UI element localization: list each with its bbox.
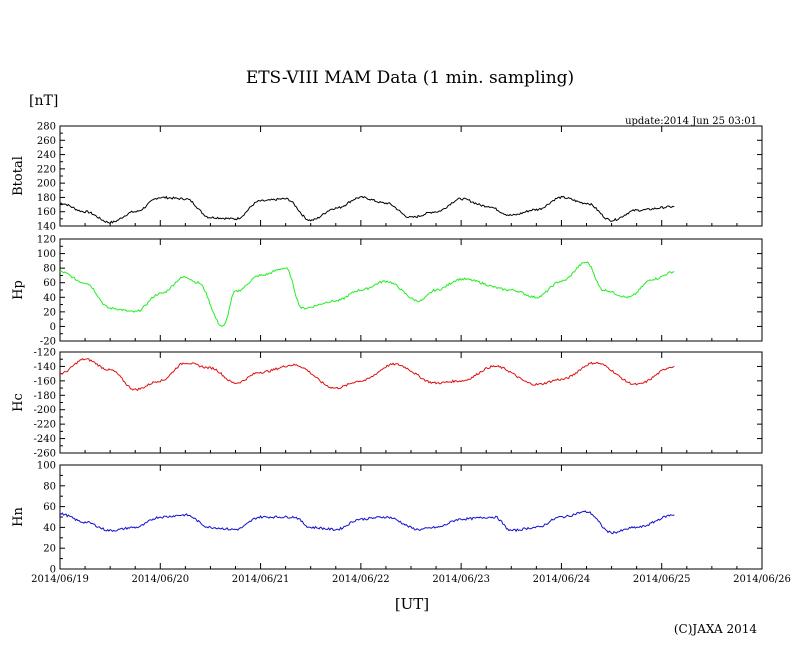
y-tick-label: 100 <box>37 461 56 472</box>
series-line-btotal <box>59 195 675 225</box>
x-tick-label: 2014/06/25 <box>633 574 691 585</box>
y-tick-label: 280 <box>37 122 56 133</box>
panel-frame <box>59 464 763 570</box>
y-axis-label: Hp <box>11 280 26 300</box>
y-tick-label: 40 <box>43 293 56 304</box>
y-tick-label: 60 <box>43 278 56 289</box>
panel-hn: 0 20 40 60 80 100 Hn <box>11 461 763 576</box>
y-tick-label: -260 <box>34 449 56 460</box>
y-tick-label: 0 <box>50 565 56 576</box>
y-tick-label: -240 <box>34 434 56 445</box>
y-tick-label: 40 <box>43 523 56 534</box>
y-tick-label: -160 <box>34 376 56 387</box>
x-tick-label: 2014/06/26 <box>733 574 791 585</box>
y-tick-label: 80 <box>43 264 56 275</box>
series-line-hc <box>59 358 675 392</box>
panel-frame <box>59 351 763 454</box>
y-tick-label: 160 <box>37 207 56 218</box>
y-tick-label: 80 <box>43 481 56 492</box>
y-tick-label: -120 <box>34 348 56 359</box>
panel-frame <box>59 125 763 227</box>
series-line-hp <box>59 261 675 327</box>
y-tick-label: 220 <box>37 164 56 175</box>
y-tick-label: 20 <box>43 544 56 555</box>
y-tick-label: 100 <box>37 249 56 260</box>
y-tick-label: 180 <box>37 193 56 204</box>
x-tick-label: 2014/06/21 <box>232 574 290 585</box>
x-tick-label: 2014/06/23 <box>432 574 490 585</box>
y-tick-label: 120 <box>37 235 56 246</box>
panel-frame <box>59 238 763 342</box>
copyright: (C)JAXA 2014 <box>674 622 758 636</box>
chart-title: ETS-VIII MAM Data (1 min. sampling) <box>246 68 574 88</box>
y-tick-label: -20 <box>40 337 56 348</box>
y-tick-label: 0 <box>50 322 56 333</box>
panel-btotal: 140 160 180 200 220 240 260 280 Btotal <box>11 122 763 233</box>
y-tick-label: -220 <box>34 420 56 431</box>
y-tick-label: 200 <box>37 179 56 190</box>
y-tick-label: 260 <box>37 136 56 147</box>
update-timestamp: update:2014 Jun 25 03:01 <box>625 116 757 127</box>
y-tick-label: 60 <box>43 502 56 513</box>
x-tick-label: 2014/06/19 <box>31 574 89 585</box>
panel-hp: -20 0 20 40 60 80 100 120 Hp <box>11 235 763 348</box>
panel-hc: -260 -240 -220 -200 -180 -160 -140 -120 Hc <box>11 348 763 460</box>
y-axis-label: Hc <box>11 393 26 412</box>
y-tick-label: 20 <box>43 307 56 318</box>
x-tick-label: 2014/06/22 <box>332 574 390 585</box>
x-axis-label: [UT] <box>395 595 429 613</box>
y-axis-label: Hn <box>11 507 26 527</box>
y-axis-label: Btotal <box>11 156 26 196</box>
y-tick-label: 140 <box>37 222 56 233</box>
y-tick-label: -180 <box>34 391 56 402</box>
panels: 140160180200220240260280Btotal-200204060… <box>11 122 763 576</box>
x-tick-label: 2014/06/24 <box>533 574 591 585</box>
y-tick-label: 240 <box>37 150 56 161</box>
y-tick-label: -140 <box>34 362 56 373</box>
x-tick-label: 2014/06/20 <box>131 574 189 585</box>
y-tick-label: -200 <box>34 405 56 416</box>
series-line-hn <box>59 510 675 535</box>
x-tick-labels: 2014/06/19 2014/06/20 2014/06/21 2014/06/22… <box>31 574 791 585</box>
unit-label: [nT] <box>29 93 58 109</box>
